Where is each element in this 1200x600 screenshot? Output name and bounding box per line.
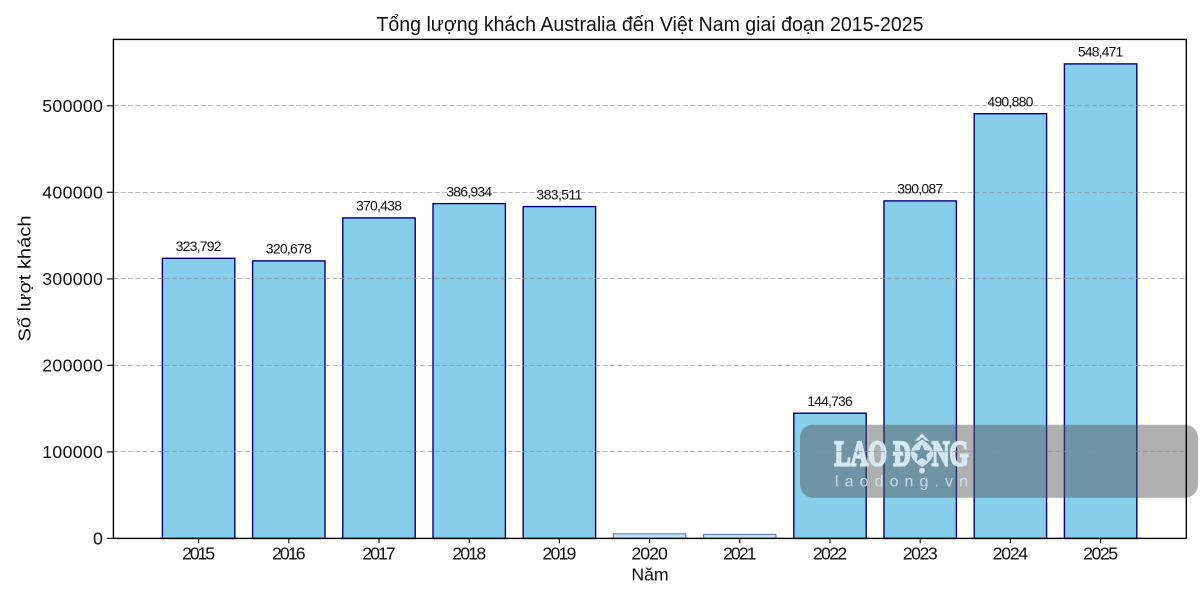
svg-text:Tổng lượng khách Australia đến: Tổng lượng khách Australia đến Việt Nam … — [377, 14, 924, 36]
svg-text:LAO Đ: LAO Đ — [835, 434, 911, 474]
svg-text:2021: 2021 — [723, 543, 757, 563]
svg-text:2015: 2015 — [182, 543, 215, 563]
svg-text:370,438: 370,438 — [356, 198, 402, 214]
svg-text:0: 0 — [93, 529, 103, 549]
svg-text:548,471: 548,471 — [1078, 44, 1124, 60]
svg-text:386,934: 386,934 — [446, 183, 492, 199]
svg-text:500000: 500000 — [42, 96, 103, 116]
svg-text:2024: 2024 — [993, 543, 1029, 563]
svg-text:2016: 2016 — [272, 543, 306, 563]
svg-text:2022: 2022 — [813, 543, 848, 563]
svg-text:Số lượt khách: Số lượt khách — [15, 216, 35, 342]
svg-text:2023: 2023 — [903, 543, 938, 563]
svg-text:100000: 100000 — [42, 442, 103, 462]
svg-text:490,880: 490,880 — [987, 94, 1033, 110]
svg-text:300000: 300000 — [42, 269, 103, 289]
svg-text:2020: 2020 — [631, 543, 668, 563]
svg-text:200000: 200000 — [42, 356, 103, 376]
svg-text:Năm: Năm — [631, 564, 668, 584]
svg-text:323,792: 323,792 — [176, 238, 222, 254]
svg-text:2025: 2025 — [1083, 543, 1118, 563]
svg-text:NG: NG — [932, 434, 969, 474]
svg-text:2018: 2018 — [452, 543, 486, 563]
svg-text:2017: 2017 — [362, 543, 396, 563]
svg-text:2019: 2019 — [542, 543, 576, 563]
svg-text:144,736: 144,736 — [807, 393, 853, 409]
svg-text:390,087: 390,087 — [897, 181, 943, 197]
svg-text:383,511: 383,511 — [536, 186, 582, 202]
svg-text:400000: 400000 — [42, 182, 103, 202]
svg-text:320,678: 320,678 — [266, 241, 312, 257]
